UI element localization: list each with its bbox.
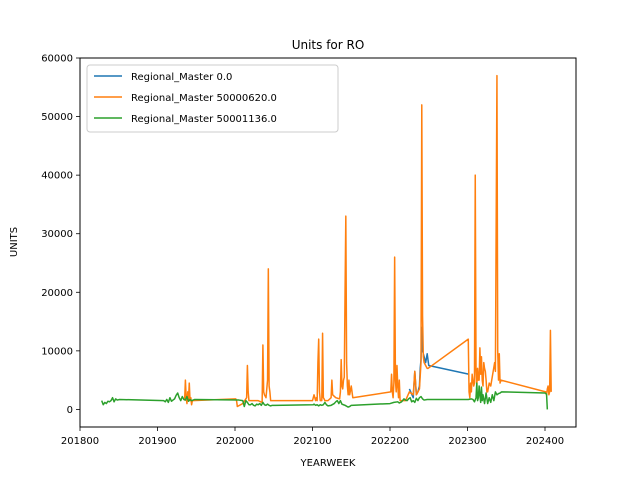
x-tick-label: 201900 bbox=[138, 436, 176, 447]
series-line-2 bbox=[100, 382, 549, 410]
legend-box bbox=[86, 64, 339, 133]
legend-label-1: Regional_Master 50000620.0 bbox=[131, 93, 277, 104]
y-tick-label: 20000 bbox=[41, 288, 73, 299]
y-axis-label: UNITS bbox=[9, 227, 20, 257]
x-tick-label: 201800 bbox=[61, 436, 99, 447]
legend: Regional_Master 0.0 Regional_Master 5000… bbox=[86, 64, 339, 133]
legend-label-2: Regional_Master 50001136.0 bbox=[131, 114, 277, 125]
series-line-1 bbox=[183, 74, 552, 408]
x-axis-label: YEARWEEK bbox=[300, 458, 356, 469]
axis-layer: 201800 201900 202000 202100 202200 202300 2024… bbox=[41, 54, 564, 448]
legend-label-0: Regional_Master 0.0 bbox=[131, 72, 232, 83]
x-tick-label: 202100 bbox=[293, 436, 331, 447]
chart-title: Units for RO bbox=[292, 38, 365, 52]
x-tick-label: 202200 bbox=[371, 436, 409, 447]
series-layer bbox=[100, 74, 552, 410]
y-tick-label: 10000 bbox=[41, 346, 73, 357]
x-tick-label: 202300 bbox=[448, 436, 486, 447]
x-tick-label: 202400 bbox=[526, 436, 564, 447]
y-tick-label: 40000 bbox=[41, 171, 73, 182]
y-tick-label: 0 bbox=[67, 405, 73, 416]
x-tick-label: 202000 bbox=[216, 436, 254, 447]
y-tick-label: 30000 bbox=[41, 229, 73, 240]
y-tick-label: 60000 bbox=[41, 54, 73, 65]
y-tick-label: 50000 bbox=[41, 112, 73, 123]
plot-frame bbox=[79, 57, 577, 428]
